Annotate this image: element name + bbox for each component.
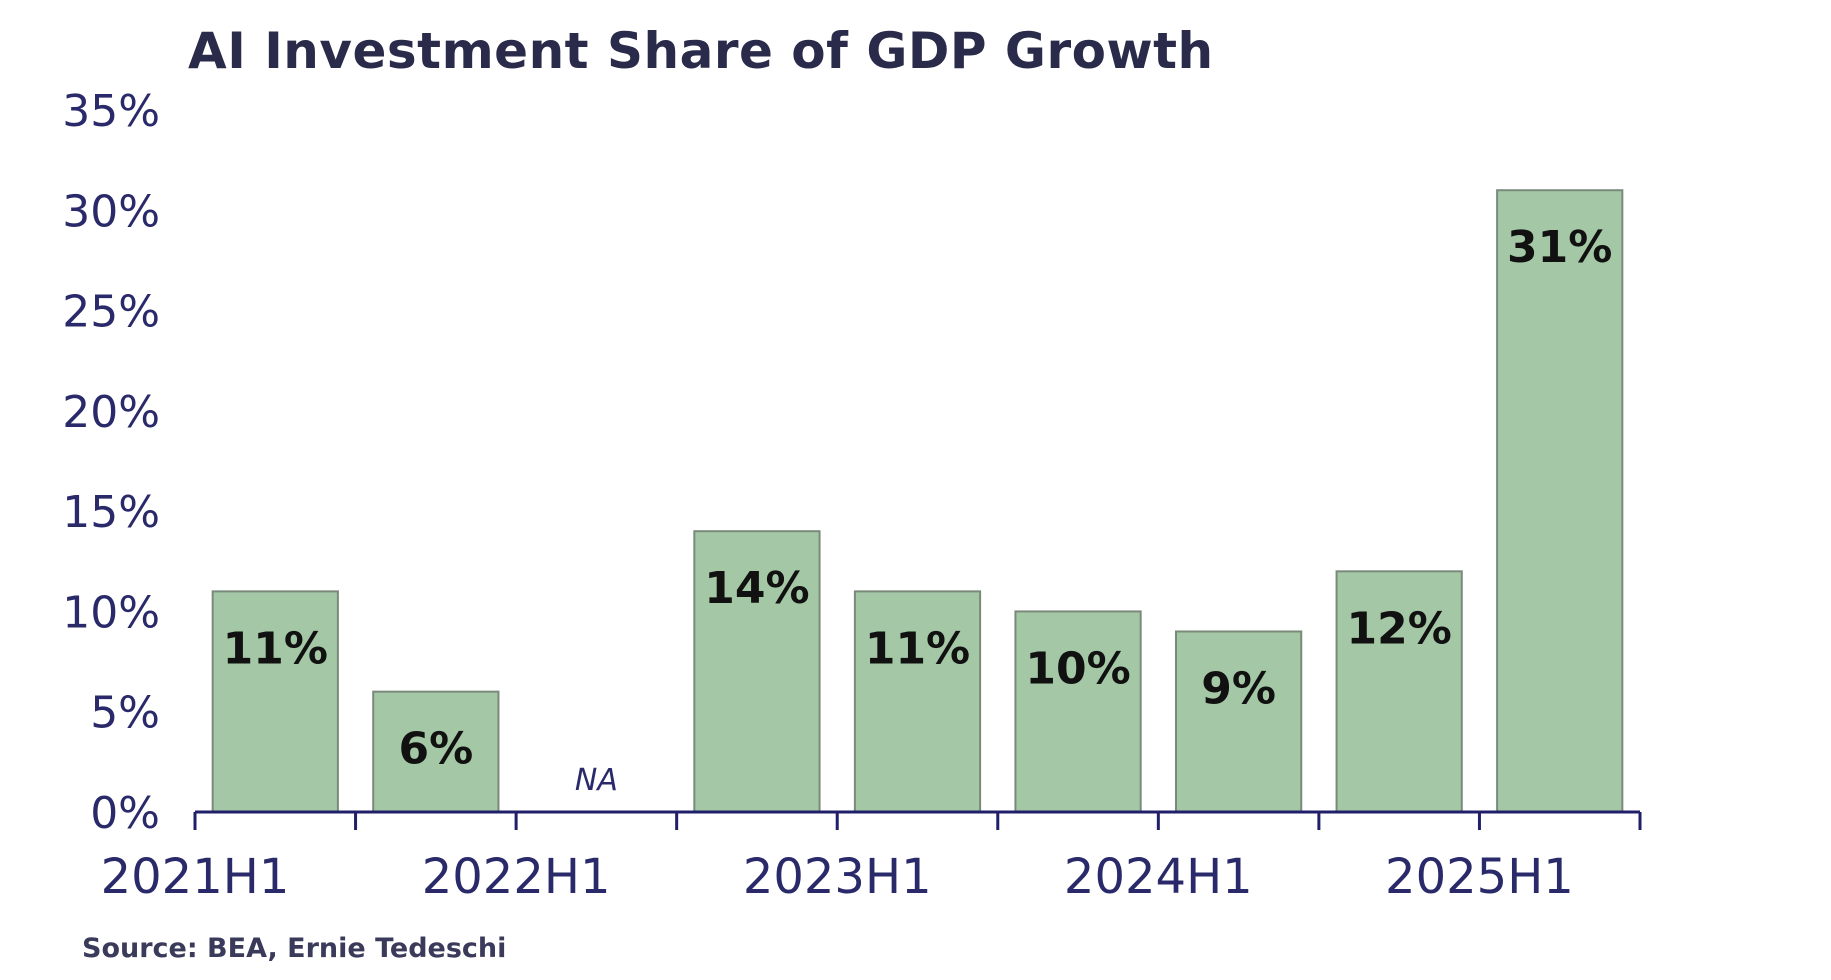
y-tick-label: 20% bbox=[62, 387, 160, 438]
y-tick-label: 10% bbox=[62, 587, 160, 638]
x-tick-label: 2023H1 bbox=[743, 849, 932, 905]
y-tick-label: 0% bbox=[90, 788, 160, 839]
bar-value-label: 31% bbox=[1507, 222, 1612, 273]
x-tick-label: 2022H1 bbox=[422, 849, 611, 905]
bar-value-label: 12% bbox=[1347, 603, 1452, 654]
x-axis-tick-labels: 2021H1 2022H1 2023H1 2024H1 2025H1 bbox=[101, 849, 1574, 905]
bar-na-label: NA bbox=[575, 763, 618, 798]
y-tick-label: 35% bbox=[62, 86, 160, 137]
bar-labels-group: 11% 6% NA 14% 11% 10% 9% 12% 31% bbox=[223, 222, 1613, 798]
bar bbox=[1014, 610, 1142, 814]
y-tick-label: 15% bbox=[62, 487, 160, 538]
bar bbox=[693, 530, 821, 813]
bar bbox=[211, 590, 339, 813]
bar-value-label: 11% bbox=[865, 623, 970, 674]
y-tick-label: 5% bbox=[90, 688, 160, 739]
x-tick-label: 2024H1 bbox=[1064, 849, 1253, 905]
bar-value-label: 14% bbox=[704, 563, 809, 614]
bar bbox=[372, 690, 500, 814]
y-tick-label: 25% bbox=[62, 287, 160, 338]
chart-title: AI Investment Share of GDP Growth bbox=[188, 22, 1214, 80]
bar-value-label: 9% bbox=[1201, 663, 1276, 714]
y-tick-label: 30% bbox=[62, 186, 160, 237]
bars-group bbox=[211, 189, 1624, 814]
bar bbox=[1496, 189, 1624, 813]
bar-value-label: 10% bbox=[1025, 643, 1130, 694]
y-axis-tick-labels: 0% 5% 10% 15% 20% 25% 30% 35% bbox=[62, 86, 160, 839]
bar-value-label: 11% bbox=[223, 623, 328, 674]
x-tick-label: 2021H1 bbox=[101, 849, 290, 905]
chart-source: Source: BEA, Ernie Tedeschi bbox=[82, 933, 507, 964]
x-axis bbox=[193, 810, 1642, 830]
bar bbox=[1174, 630, 1303, 813]
x-tick-label: 2025H1 bbox=[1385, 849, 1574, 905]
bar-value-label: 6% bbox=[398, 724, 473, 775]
